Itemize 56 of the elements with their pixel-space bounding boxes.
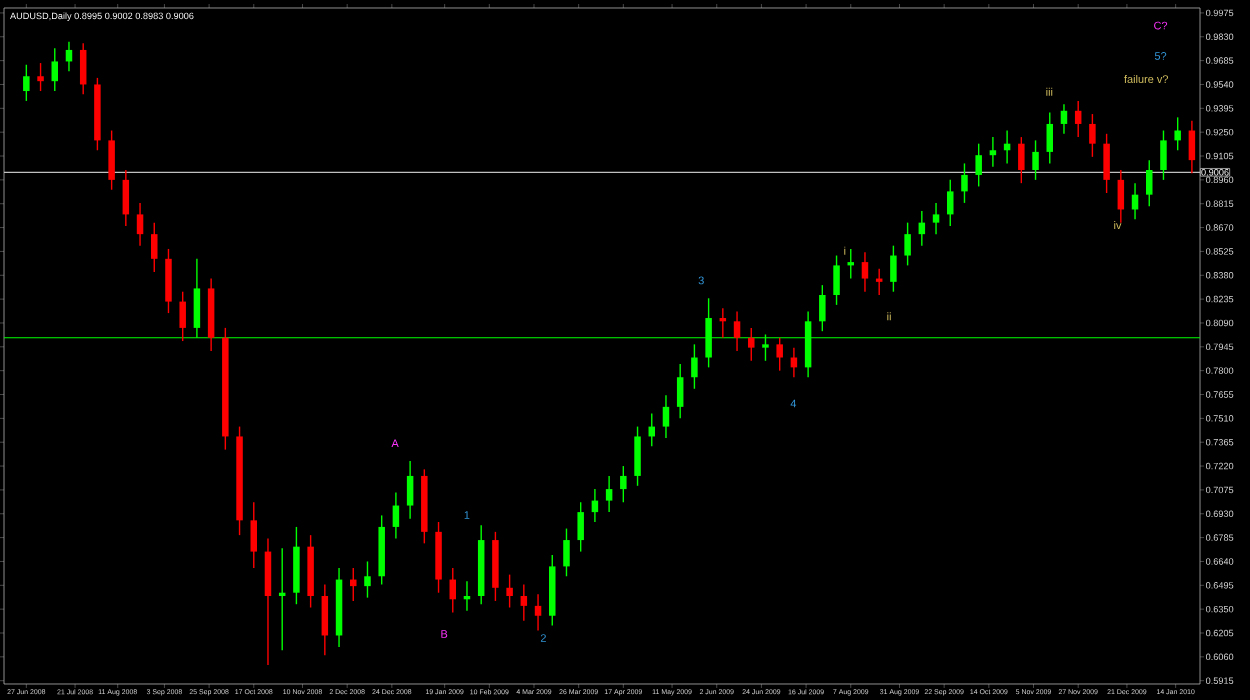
candlestick	[1117, 169, 1125, 224]
candlestick	[435, 521, 442, 594]
candlestick	[1174, 116, 1181, 151]
candlestick	[37, 62, 44, 92]
candlestick	[151, 221, 158, 273]
candlestick	[321, 583, 329, 656]
candlestick	[932, 202, 940, 235]
candlestick	[563, 527, 570, 577]
candlestick	[1060, 103, 1068, 135]
candlestick	[861, 251, 869, 293]
candlestick	[250, 501, 258, 569]
candlestick	[1018, 136, 1025, 184]
candlestick	[392, 491, 400, 540]
candlestick	[122, 169, 130, 227]
candlestick	[1103, 133, 1110, 194]
candlestick	[989, 136, 997, 168]
candlestick	[947, 179, 954, 227]
candlestick	[1188, 119, 1196, 174]
candlestick	[748, 327, 755, 362]
candlestick	[1032, 139, 1039, 181]
candlestick	[577, 501, 584, 553]
candlestick	[904, 221, 911, 267]
candlestick	[676, 363, 684, 420]
candlestick	[79, 42, 87, 96]
candlestick	[691, 343, 698, 390]
candlestick	[776, 337, 783, 372]
candlestick	[534, 593, 542, 632]
candlestick	[890, 244, 897, 293]
candlestick	[108, 129, 115, 191]
candlestick	[264, 537, 272, 666]
candlestick	[23, 64, 30, 102]
candlestick	[506, 573, 513, 609]
candlestick	[620, 465, 627, 503]
candlestick	[1074, 100, 1082, 138]
candlestick	[961, 162, 968, 204]
candlestick	[975, 142, 982, 188]
candlestick	[179, 291, 186, 342]
candlestick	[1146, 159, 1153, 207]
candlestick	[733, 310, 741, 352]
candlestick	[1089, 113, 1096, 158]
candlestick	[492, 531, 499, 602]
candlestick	[364, 560, 371, 599]
candlestick	[350, 567, 357, 602]
candlestick	[136, 202, 144, 247]
candlestick	[51, 47, 59, 92]
candlestick	[293, 526, 300, 605]
candlestick	[819, 284, 826, 332]
candlestick	[662, 394, 670, 439]
candlestick	[520, 583, 528, 622]
candlestick	[1160, 129, 1167, 181]
candlestick	[1046, 111, 1053, 165]
candlestick	[406, 460, 414, 520]
candlestick	[833, 254, 840, 306]
candlestick	[634, 425, 641, 487]
candlestick	[165, 248, 172, 314]
candlestick	[605, 475, 613, 513]
